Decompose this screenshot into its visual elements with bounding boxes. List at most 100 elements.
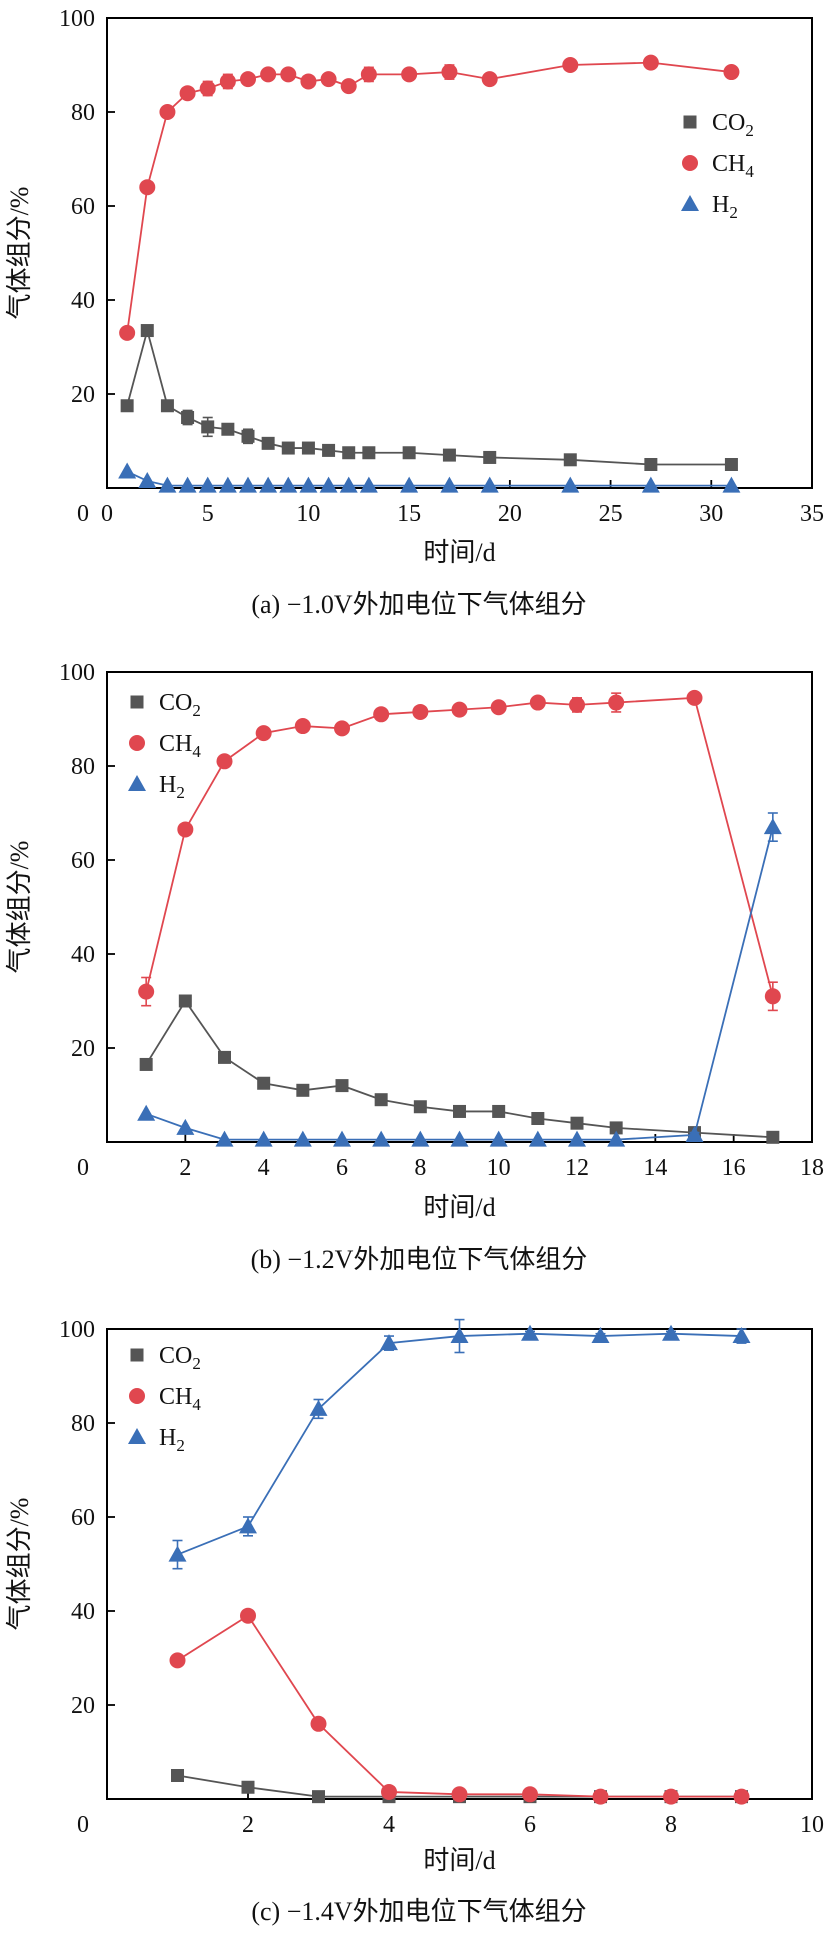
data-point-CH4 [240,71,256,88]
data-point-CO2 [362,446,376,460]
series-CH4 [119,54,740,341]
x-tick-label: 10 [296,501,320,527]
data-point-H2 [411,1130,430,1147]
x-tick-label: 20 [498,501,522,527]
data-point-H2 [732,1327,751,1344]
data-point-H2 [319,476,338,493]
data-point-CO2 [312,1790,325,1804]
data-point-H2 [450,1327,469,1344]
data-point-H2 [118,462,137,479]
data-point-CO2 [442,448,456,462]
data-point-H2 [440,476,459,493]
data-point-CO2 [570,1116,584,1130]
data-point-CH4 [481,71,498,88]
data-point-H2 [299,476,318,493]
data-point-H2 [372,1130,391,1147]
y-tick-label: 80 [71,754,95,780]
data-point-CO2 [241,429,255,443]
data-point-CH4 [169,1652,186,1669]
data-point-H2 [359,476,378,493]
data-point-H2 [568,1130,586,1147]
legend-marker-CH4 [129,735,145,751]
origin-label: 0 [77,501,89,527]
data-point-H2 [763,818,782,835]
data-point-CO2 [181,411,195,424]
y-tick-label: 80 [71,1411,95,1437]
data-point-CH4 [663,1788,679,1805]
data-point-CO2 [724,458,738,471]
data-point-H2 [591,1327,610,1344]
data-point-CO2 [221,422,235,436]
data-point-CO2 [281,441,295,455]
data-point-CH4 [451,1786,468,1803]
data-point-CH4 [642,54,659,71]
y-tick-label: 40 [71,288,95,314]
data-point-H2 [400,476,419,493]
data-point-CH4 [592,1788,609,1805]
data-point-CH4 [216,753,233,770]
x-tick-label: 15 [397,501,421,527]
data-point-CH4 [608,694,625,711]
figure-caption: (a) −1.0V外加电位下气体组分 [251,590,586,619]
data-point-CH4 [139,179,156,196]
data-point-CO2 [201,420,215,434]
x-tick-label: 8 [665,1812,677,1838]
legend-label-CO2: CO2 [159,690,201,720]
data-point-H2 [279,476,298,493]
data-point-CO2 [335,1079,349,1093]
data-point-CH4 [199,80,216,97]
data-point-H2 [722,476,741,493]
y-tick-label: 20 [71,1036,95,1062]
data-point-H2 [137,1104,156,1121]
data-point-CO2 [241,1780,255,1794]
x-tick-label: 35 [800,501,824,527]
x-tick-label: 10 [487,1155,511,1181]
figure-caption: (b) −1.2V外加电位下气体组分 [251,1245,588,1274]
data-point-CH4 [490,699,507,716]
data-point-H2 [662,1324,680,1341]
y-tick-label: 20 [71,1693,95,1719]
data-point-H2 [239,476,257,493]
data-point-CH4 [360,66,377,83]
data-point-CO2 [322,443,336,457]
x-tick-label: 6 [336,1155,348,1181]
legend-marker-CO2 [683,115,697,129]
data-point-H2 [309,1399,328,1416]
x-tick-label: 14 [643,1155,667,1181]
legend-label-CO2: CO2 [712,110,754,140]
data-point-H2 [168,1545,187,1562]
data-point-H2 [607,1130,626,1147]
x-tick-label: 5 [202,501,214,527]
x-tick-label: 4 [383,1812,395,1838]
legend-label-CH4: CH4 [712,151,754,181]
x-tick-label: 6 [524,1812,536,1838]
data-point-H2 [259,476,278,493]
x-tick-label: 8 [414,1155,426,1181]
legend-label-H2: H2 [159,1425,185,1455]
legend-label-CH4: CH4 [159,731,201,761]
data-point-CH4 [320,71,337,88]
data-point-H2 [218,476,237,493]
data-point-CO2 [342,446,356,460]
data-point-CO2 [218,1050,231,1064]
series-CH4 [138,689,781,1012]
data-point-CH4 [334,720,350,737]
data-point-CH4 [177,821,194,838]
data-point-CO2 [644,458,658,471]
data-point-CH4 [260,66,277,83]
data-point-CH4 [159,104,176,120]
x-tick-label: 25 [599,501,623,527]
x-tick-label: 4 [258,1155,270,1181]
data-point-CH4 [373,706,390,723]
data-point-CO2 [301,441,315,455]
data-point-H2 [489,1130,508,1147]
y-tick-label: 40 [71,942,95,968]
data-point-H2 [158,476,177,493]
y-tick-label: 60 [71,1505,95,1531]
data-point-CH4 [340,78,357,95]
figure-caption: (c) −1.4V外加电位下气体组分 [251,1897,586,1926]
data-point-CO2 [413,1100,427,1114]
x-tick-label: 0 [101,501,113,527]
